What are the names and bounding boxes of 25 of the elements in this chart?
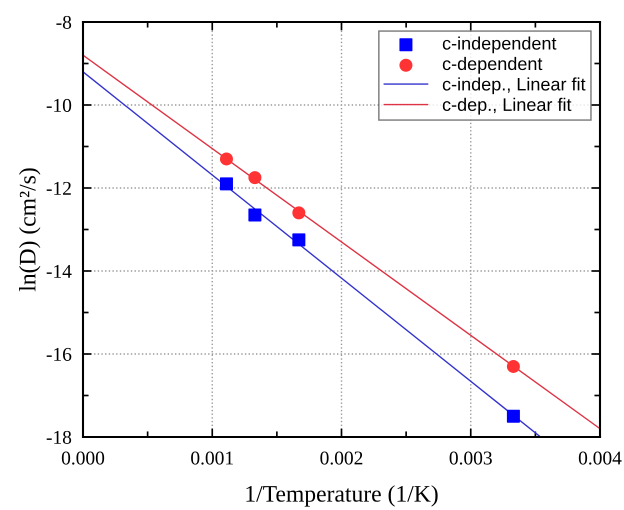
x-tick-label: 0.000 — [62, 451, 104, 465]
legend-label: c-dep., Linear fit — [442, 98, 572, 115]
point — [220, 177, 233, 190]
y-tick-label: -16 — [46, 348, 72, 361]
legend-label: c-independent — [442, 36, 556, 54]
legend-label: c-dependent — [442, 56, 542, 74]
y-tick-label: -18 — [46, 430, 72, 444]
point — [248, 208, 262, 222]
x-tick-label: 0.003 — [450, 451, 492, 465]
y-tick-label: -10 — [46, 98, 72, 112]
point — [292, 233, 306, 246]
point — [506, 410, 520, 423]
x-tick-label: 0.004 — [578, 451, 622, 465]
point — [292, 206, 306, 220]
x-tick-label: 0.001 — [191, 451, 233, 465]
y-axis-title: ln(D) (cm²/s) — [19, 168, 40, 292]
y-tick-label: -8 — [56, 16, 72, 29]
x-axis-title: 1/Temperature (1/K) — [246, 485, 438, 507]
point — [506, 360, 520, 373]
y-tick-label: -14 — [46, 264, 72, 278]
legend-label: c-indep., Linear fit — [442, 77, 586, 94]
y-tick-label: -12 — [46, 182, 71, 195]
x-tick-label: 0.002 — [320, 451, 362, 465]
point — [220, 152, 233, 166]
point — [248, 171, 262, 184]
